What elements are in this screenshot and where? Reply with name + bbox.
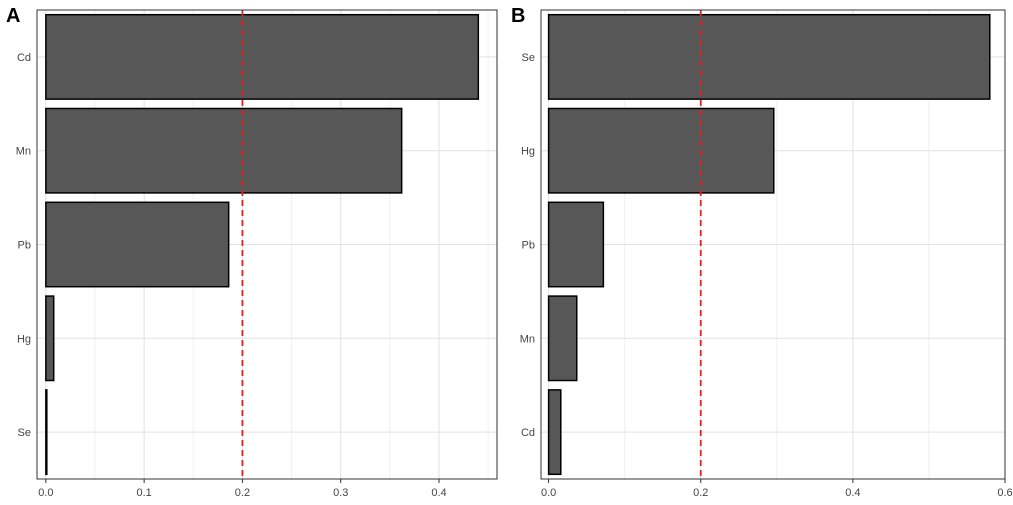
- panel-b-bar-hg: [547, 107, 775, 194]
- panel-a-bar-hg: [45, 295, 55, 382]
- panel-b-bar-cd: [547, 389, 562, 476]
- panel-a-bar-se: [45, 389, 48, 476]
- panel-a-x-tick-label: 0.4: [431, 487, 446, 499]
- panel-a-y-tick-label: Mn: [16, 146, 31, 158]
- panel-label-a: A: [6, 5, 20, 27]
- panel-b-y-tick-label: Mn: [520, 333, 535, 345]
- panel-label-b: B: [511, 5, 525, 27]
- panel-a-y-tick-label: Cd: [17, 52, 31, 64]
- panel-a-plot: Cd Mn Pb Hg Se 0.0 0.1 0.2 0.3 0.4: [16, 9, 498, 499]
- panel-b-bar-se: [547, 13, 991, 100]
- panel-a-panel-border: [36, 9, 498, 480]
- panel-b-y-tick-label: Pb: [522, 240, 535, 252]
- panel-b-x-tick-label: 0.2: [693, 487, 708, 499]
- panel-a-x-tick-label: 0.1: [136, 487, 151, 499]
- panel-b-y-tick-label: Hg: [521, 146, 535, 158]
- panel-b-panel-border: [540, 9, 1006, 480]
- panel-a-x-tick-label: 0.0: [38, 487, 53, 499]
- panel-b: B Se Hg Pb Mn Cd 0.0 0.2 0.4 0.6: [511, 5, 1013, 499]
- panel-a-bar-pb: [45, 201, 230, 288]
- panel-a-x-tick-label: 0.2: [235, 487, 250, 499]
- panel-a-bar-cd: [45, 13, 480, 100]
- panel-a-y-tick-label: Se: [18, 427, 31, 439]
- panel-b-bar-mn: [547, 295, 578, 382]
- panel-b-y-tick-label: Cd: [521, 427, 535, 439]
- panel-b-x-tick-label: 0.6: [997, 487, 1012, 499]
- panel-a-y-tick-label: Pb: [18, 240, 31, 252]
- panel-a: A Cd Mn Pb Hg Se 0.0 0.1 0.2 0.3 0.4: [6, 5, 498, 499]
- panel-b-plot: Se Hg Pb Mn Cd 0.0 0.2 0.4 0.6: [520, 9, 1013, 499]
- panel-a-x-tick-label: 0.3: [333, 487, 348, 499]
- panel-b-bar-pb: [547, 201, 605, 288]
- panel-a-y-tick-label: Hg: [17, 333, 31, 345]
- panel-b-y-tick-label: Se: [522, 52, 535, 64]
- panel-a-bar-mn: [45, 107, 403, 194]
- panel-b-x-tick-label: 0.0: [541, 487, 556, 499]
- panel-b-x-tick-label: 0.4: [845, 487, 860, 499]
